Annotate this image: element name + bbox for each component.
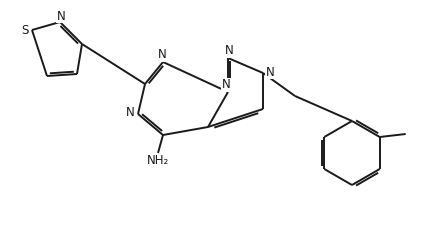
Text: N: N <box>225 45 233 58</box>
Text: N: N <box>266 65 274 79</box>
Text: S: S <box>21 24 29 36</box>
Text: NH₂: NH₂ <box>147 154 169 168</box>
Text: N: N <box>56 10 65 23</box>
Text: N: N <box>158 49 166 61</box>
Text: N: N <box>222 79 230 91</box>
Text: N: N <box>126 106 134 119</box>
